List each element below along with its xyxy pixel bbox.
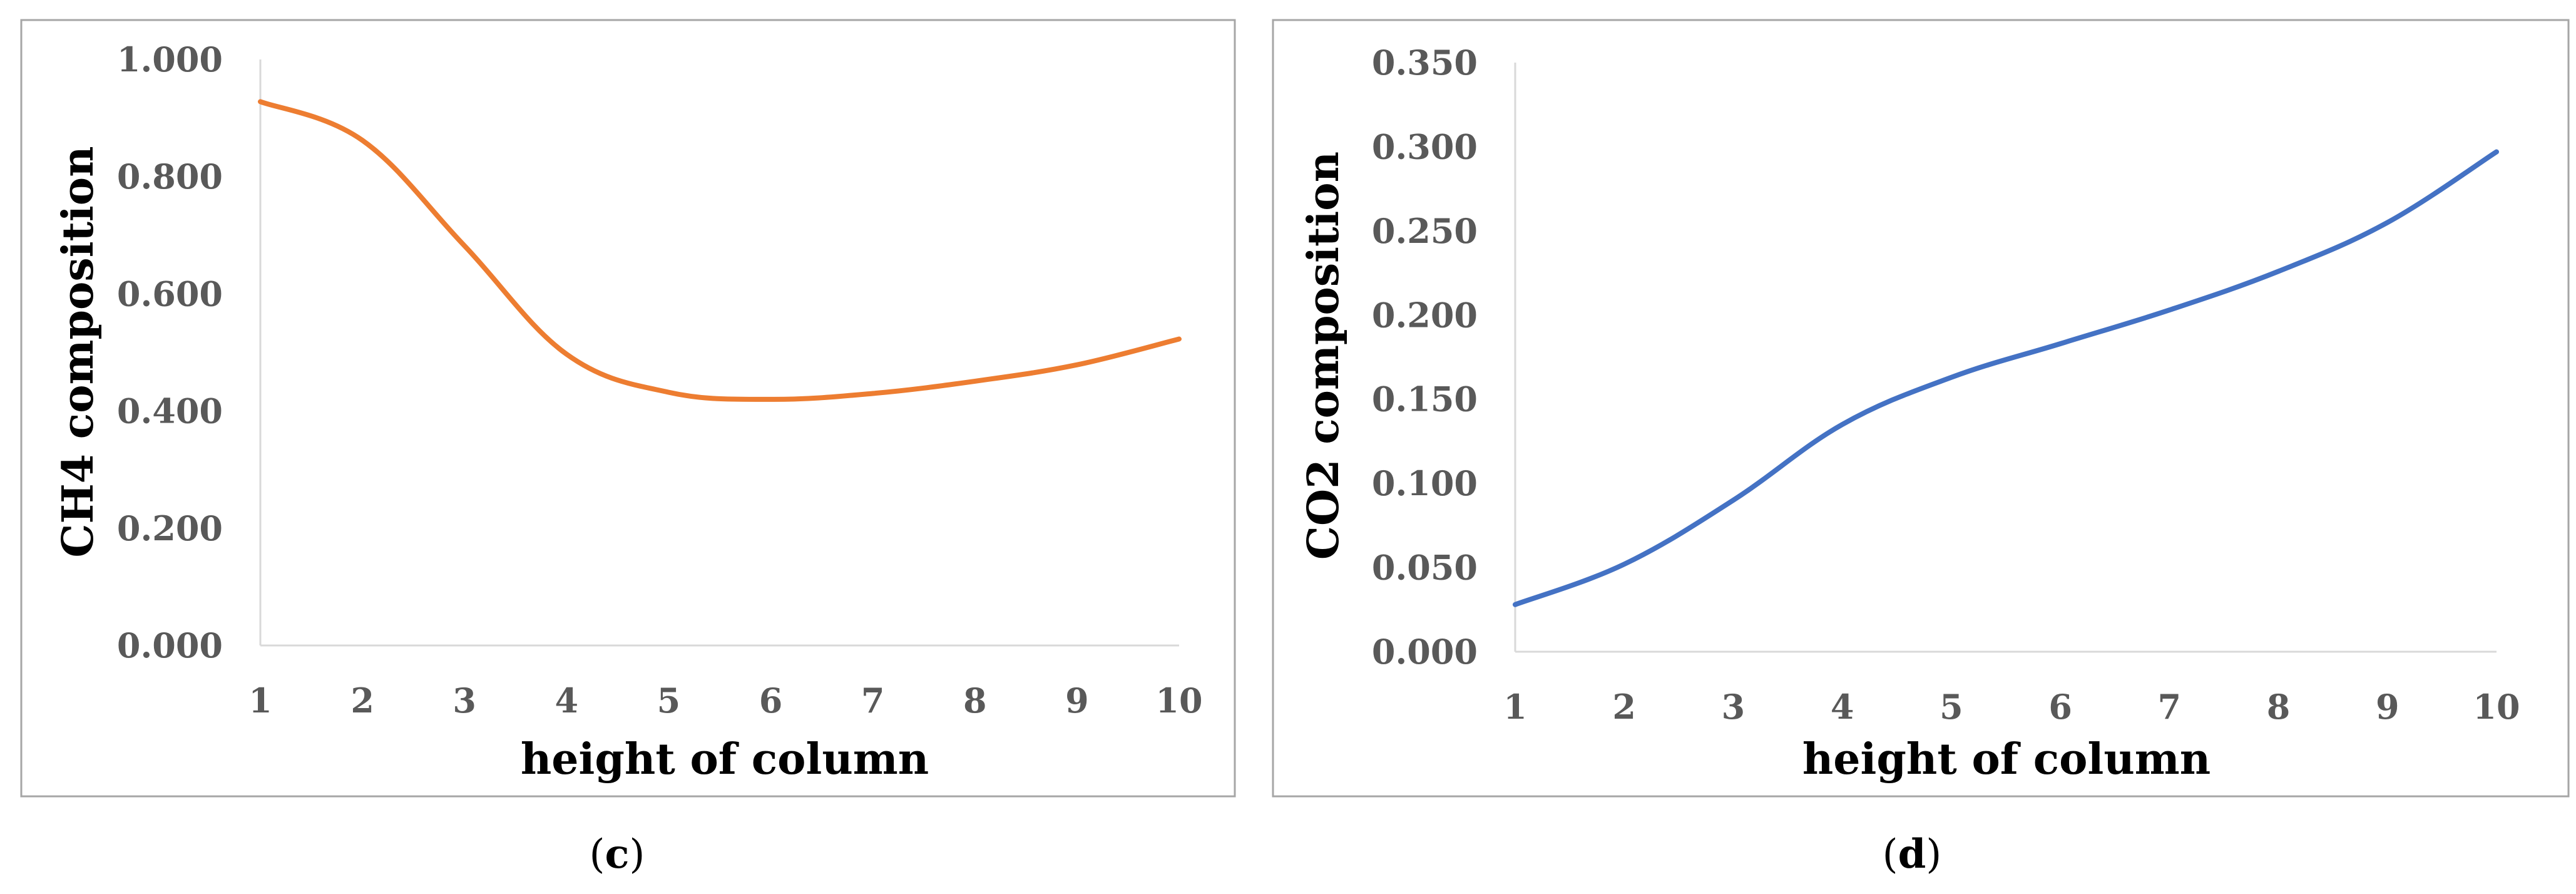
x-tick-label: 2 bbox=[1612, 687, 1636, 727]
y-tick-label: 0.100 bbox=[1372, 463, 1478, 503]
y-axis-title: CO2 composition bbox=[1299, 152, 1349, 560]
x-axis-title: height of column bbox=[521, 734, 929, 784]
x-tick-label: 4 bbox=[555, 681, 579, 721]
y-tick-label: 0.600 bbox=[117, 274, 223, 314]
x-tick-label: 9 bbox=[2376, 687, 2400, 727]
series-line-d bbox=[1513, 149, 2499, 607]
chart-panel-c: 0.000 0.200 0.400 0.600 0.800 1.000 1 2 3 4 5 6 7 8 9 1… bbox=[20, 19, 1236, 878]
x-tick-label: 3 bbox=[1722, 687, 1745, 727]
x-tick-label: 3 bbox=[452, 681, 476, 721]
y-tick-label: 1.000 bbox=[117, 39, 223, 80]
y-tick-label: 0.200 bbox=[1372, 295, 1478, 335]
panel-caption-letter: c bbox=[605, 831, 630, 878]
x-tick-label: 1 bbox=[248, 681, 272, 721]
x-tick-label: 8 bbox=[2267, 687, 2291, 727]
x-tick-label: 1 bbox=[1503, 687, 1527, 727]
x-tick-label: 6 bbox=[2048, 687, 2072, 727]
x-tick-label: 5 bbox=[657, 681, 681, 721]
y-tick-label: 0.050 bbox=[1372, 548, 1478, 588]
panel-caption: (d) bbox=[1883, 831, 1942, 878]
chart-frame bbox=[20, 19, 1236, 798]
x-axis-title: height of column bbox=[1802, 734, 2211, 784]
x-tick-label: 9 bbox=[1065, 681, 1089, 721]
panel-caption-letter: d bbox=[1898, 831, 1926, 878]
y-tick-label: 0.150 bbox=[1372, 379, 1478, 419]
x-tick-label: 10 bbox=[1155, 681, 1202, 721]
x-tick-label: 7 bbox=[861, 681, 885, 721]
x-tick-label: 6 bbox=[759, 681, 783, 721]
x-tick-label: 4 bbox=[1831, 687, 1854, 727]
y-tick-label: 0.800 bbox=[117, 157, 223, 197]
x-tick-label: 2 bbox=[350, 681, 374, 721]
panel-caption: (c) bbox=[590, 831, 645, 878]
chart-panel-d: 0.000 0.050 0.100 0.150 0.200 0.250 0.300 0.350… bbox=[1272, 19, 2570, 878]
x-tick-label: 10 bbox=[2473, 687, 2520, 727]
y-tick-label: 0.300 bbox=[1372, 126, 1478, 167]
x-tick-label: 7 bbox=[2158, 687, 2182, 727]
y-tick-label: 0.350 bbox=[1372, 43, 1478, 83]
series-line-c bbox=[258, 99, 1182, 402]
y-tick-label: 0.000 bbox=[1372, 632, 1478, 672]
y-tick-label: 0.200 bbox=[117, 508, 223, 548]
y-tick-label: 0.400 bbox=[117, 391, 223, 431]
y-tick-label: 0.000 bbox=[117, 625, 223, 665]
chart-frame bbox=[1272, 19, 2570, 798]
y-axis-title: CH4 composition bbox=[53, 146, 103, 557]
x-tick-label: 8 bbox=[963, 681, 987, 721]
x-tick-label: 5 bbox=[1940, 687, 1963, 727]
y-tick-label: 0.250 bbox=[1372, 211, 1478, 251]
